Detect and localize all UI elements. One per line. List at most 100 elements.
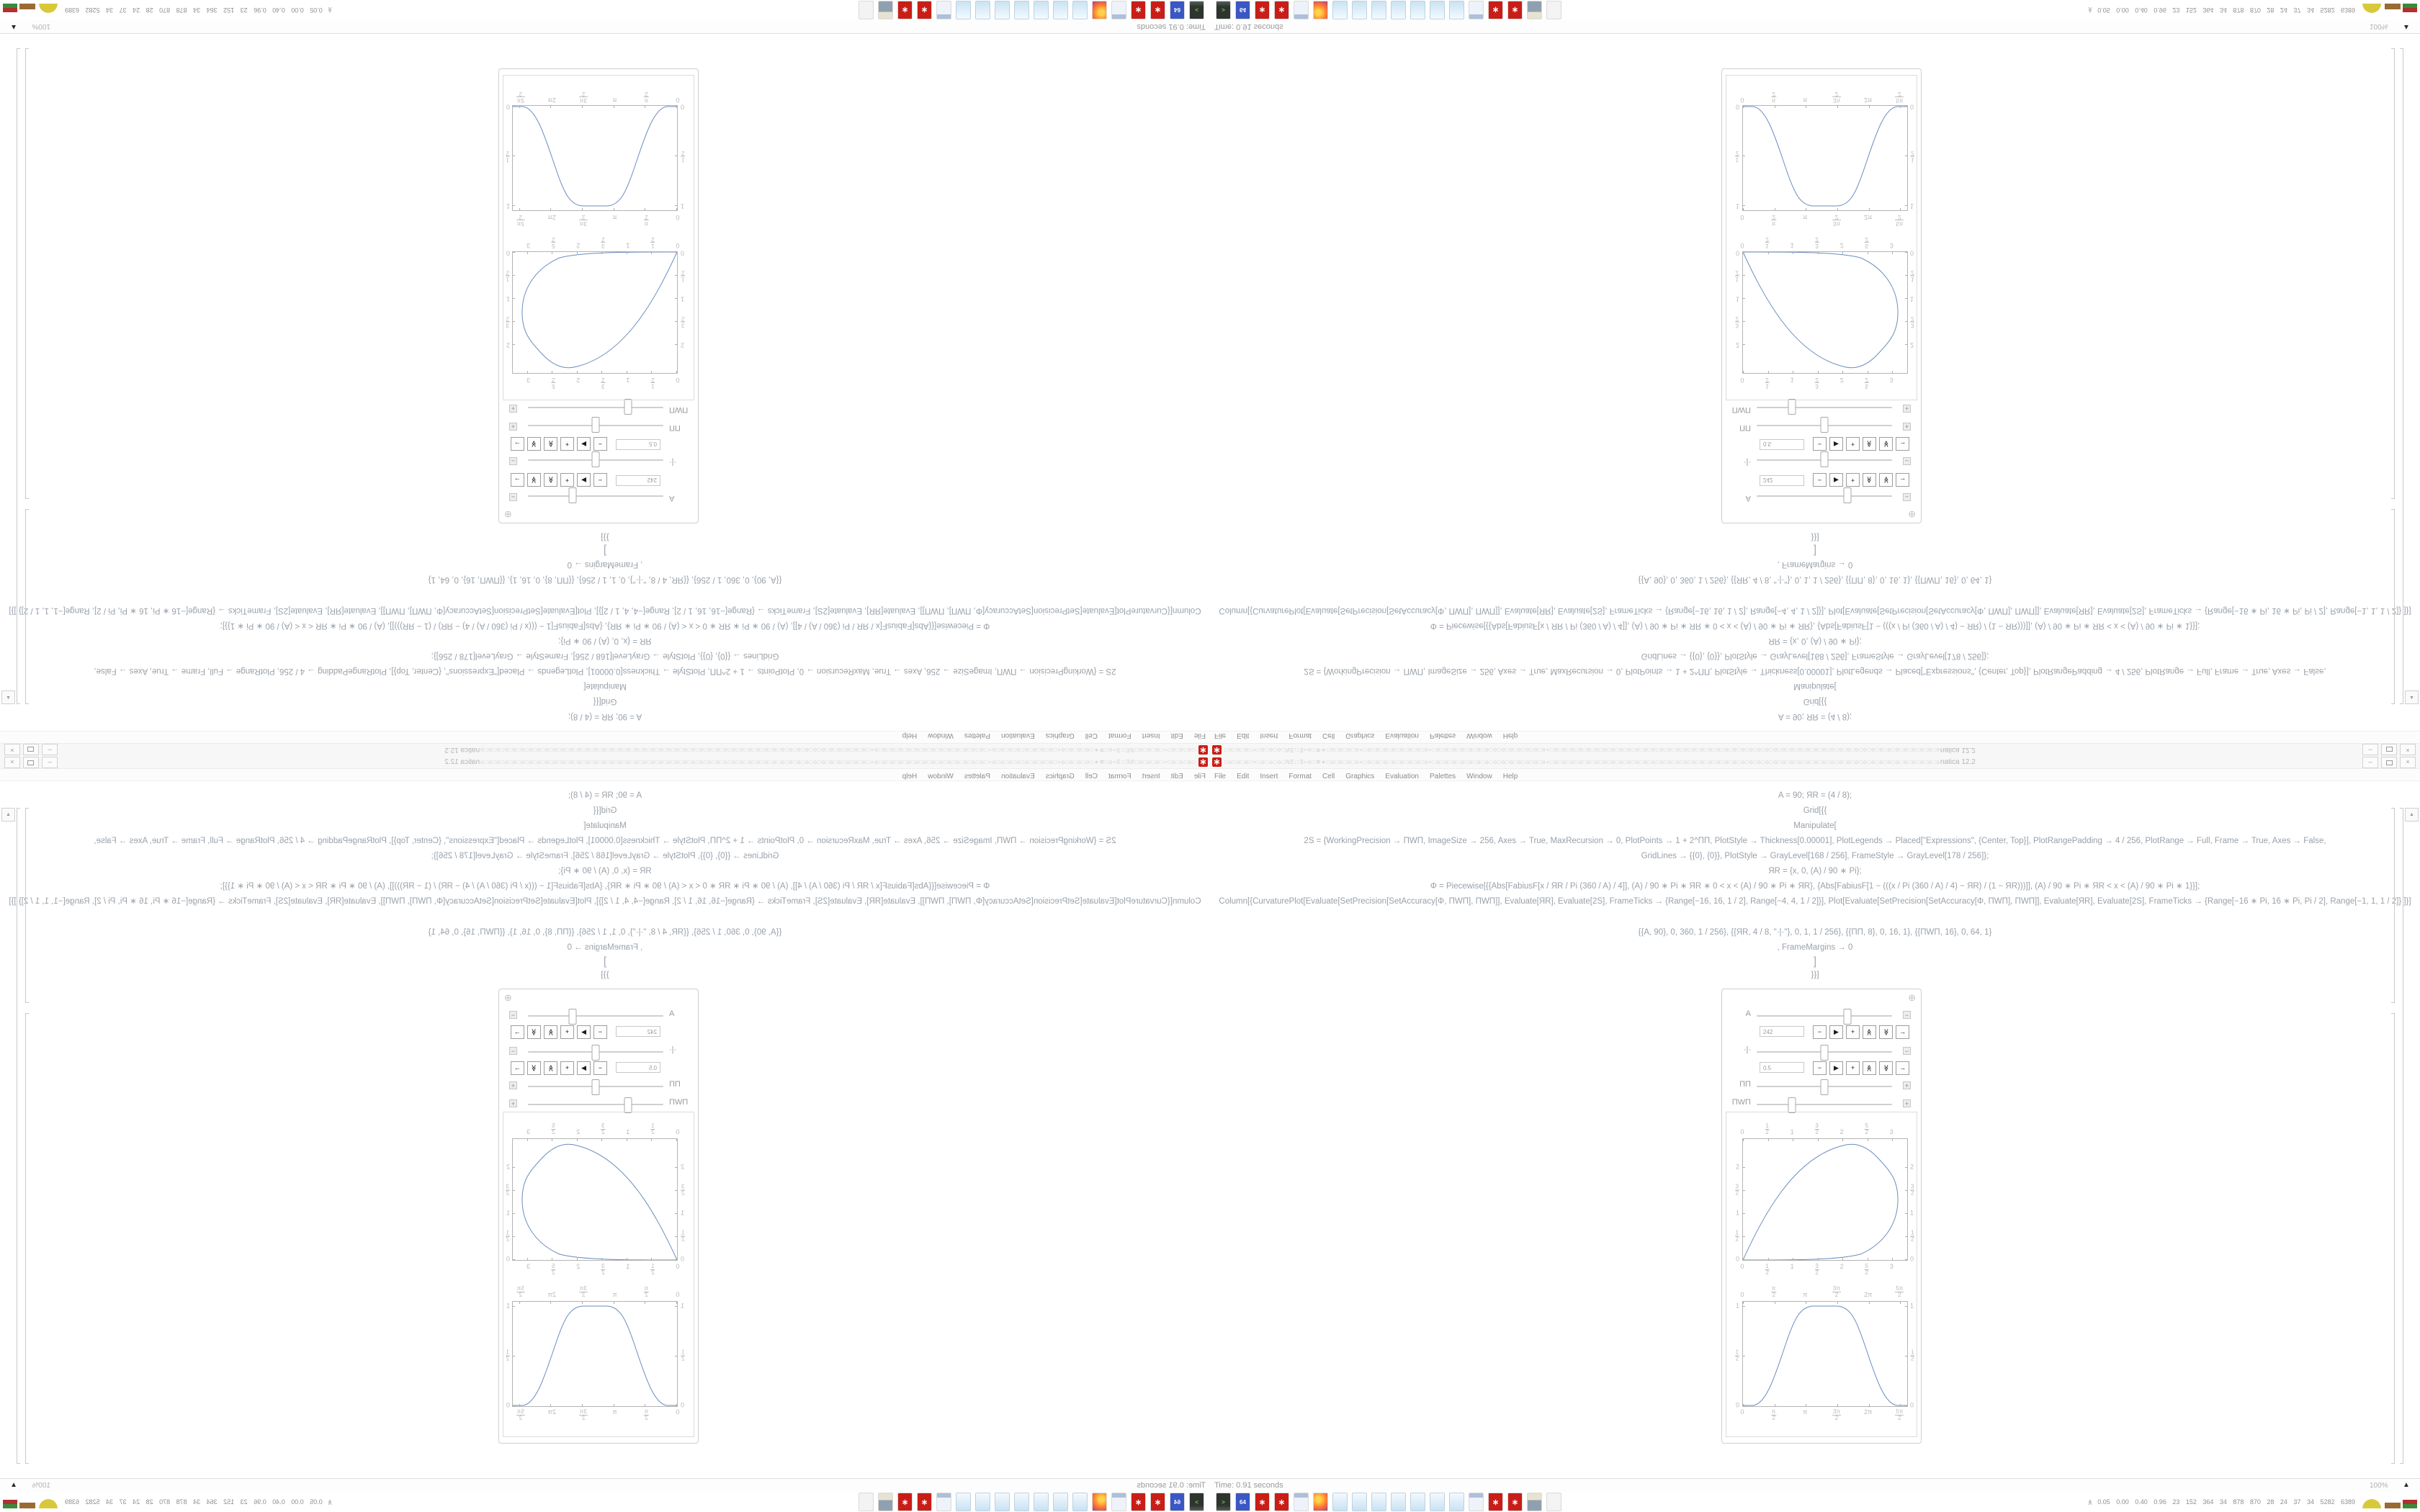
cell-group-bracket[interactable] <box>17 48 20 704</box>
zoom-level[interactable]: 100% <box>2370 1482 2388 1490</box>
input-cell-bracket[interactable] <box>25 509 29 704</box>
code-line[interactable]: }}] <box>1811 533 1819 543</box>
slider-thumb[interactable] <box>591 417 600 433</box>
window-titlebar[interactable]: ∗ □ο□ο□ο□=□ο□ο□ο□ΝΕ□∃=ο□Φ∗□ο□ο□ο□ο=□ο□ο□… <box>0 756 1210 769</box>
maximize-button[interactable] <box>2381 744 2397 756</box>
code-line[interactable]: ] <box>1813 955 1817 968</box>
code-line[interactable]: Φ = Piecewise[{{Abs[FabiusF[x / ЯR / Pi … <box>220 621 990 630</box>
window-titlebar[interactable]: ∗ □ο□ο□ο□=□ο□ο□ο□ΝΕ□∃=ο□Φ∗□ο□ο□ο□ο=□ο□ο□… <box>1210 756 2420 769</box>
code-line[interactable]: }}] <box>601 969 609 979</box>
menu-edit[interactable]: Edit <box>1170 732 1183 739</box>
output-cell-bracket[interactable] <box>2391 1013 2395 1464</box>
step-up-button[interactable]: + <box>560 1025 574 1039</box>
code-line[interactable]: GridLines → {{0}, {0}}, PlotStyle → Gray… <box>431 852 779 860</box>
slider-thumb[interactable] <box>568 1009 577 1025</box>
search-icon[interactable] <box>1546 1493 1561 1511</box>
collapse-toggle[interactable]: − <box>509 1011 517 1019</box>
direction-button[interactable]: → <box>1896 1025 1909 1039</box>
cell-group-bracket[interactable] <box>2400 48 2403 704</box>
direction-button[interactable]: → <box>1896 1061 1909 1075</box>
notepad-icon[interactable] <box>995 1 1010 19</box>
slider-track[interactable] <box>1757 399 1892 415</box>
notepad-icon[interactable] <box>1053 1 1068 19</box>
slider-track[interactable] <box>1757 451 1892 467</box>
wolfram-icon[interactable]: ∗ <box>1255 1493 1270 1511</box>
code-line[interactable]: 2S = {WorkingPrecision → ΠWΠ, ImageSize … <box>1304 837 2326 845</box>
slider-track[interactable] <box>1757 1079 1892 1095</box>
chevron-up-icon[interactable]: ≫ <box>2087 1498 2094 1506</box>
search-icon[interactable] <box>859 1493 874 1511</box>
expand-toggle[interactable]: + <box>1903 405 1911 413</box>
notepad-icon[interactable] <box>1053 1493 1068 1511</box>
printer-icon[interactable] <box>878 1493 893 1511</box>
chevron-up-icon[interactable]: ≫ <box>2087 6 2094 14</box>
menu-insert[interactable]: Insert <box>1260 773 1278 780</box>
zoom-level[interactable]: 100% <box>2370 22 2388 30</box>
step-down-button[interactable]: − <box>1813 1061 1827 1075</box>
play-button[interactable]: ▶ <box>1829 1061 1843 1075</box>
faster-button[interactable]: ≫ <box>1863 437 1876 451</box>
expand-toggle[interactable]: + <box>1903 423 1911 431</box>
step-up-button[interactable]: + <box>1846 1025 1860 1039</box>
notepad-icon[interactable] <box>1332 1 1348 19</box>
menu-window[interactable]: Window <box>1466 773 1492 780</box>
minimize-button[interactable]: – <box>2362 744 2378 756</box>
cell-group-bracket[interactable] <box>2400 808 2403 1464</box>
calculator-icon[interactable] <box>1469 1 1484 19</box>
notepad-icon[interactable] <box>1449 1493 1464 1511</box>
notepad-icon[interactable] <box>995 1493 1010 1511</box>
window-titlebar[interactable]: ∗ □ο□ο□ο□=□ο□ο□ο□ΝΕ□∃=ο□Φ∗□ο□ο□ο□ο=□ο□ο□… <box>0 743 1210 756</box>
wolfram-icon[interactable]: ∗ <box>1131 1493 1146 1511</box>
terminal-icon[interactable]: > <box>1216 1493 1231 1511</box>
menu-file[interactable]: File <box>1214 773 1227 780</box>
slider-track[interactable] <box>528 1097 663 1113</box>
resize-triangle-icon[interactable]: ▲ <box>2403 1481 2410 1489</box>
menu-help[interactable]: Help <box>902 732 918 739</box>
resize-triangle-icon[interactable]: ▲ <box>10 23 17 31</box>
firefox-icon[interactable] <box>1313 1 1328 19</box>
code-line[interactable]: 2S = {WorkingPrecision → ΠWΠ, ImageSize … <box>1304 667 2326 675</box>
code-line[interactable]: ] <box>1813 544 1817 557</box>
minimize-button[interactable]: – <box>42 756 58 768</box>
expand-toggle[interactable]: + <box>509 1099 517 1107</box>
input-cell-bracket[interactable] <box>25 808 29 1003</box>
search-icon[interactable] <box>1546 1 1561 19</box>
printer-icon[interactable] <box>1527 1493 1542 1511</box>
menu-file[interactable]: File <box>1214 732 1227 739</box>
resize-triangle-icon[interactable]: ▲ <box>2403 23 2410 31</box>
step-up-button[interactable]: + <box>1846 1061 1860 1075</box>
expand-toggle[interactable]: + <box>1903 1099 1911 1107</box>
notepad-icon[interactable] <box>1410 1493 1425 1511</box>
wolfram-icon[interactable]: ∗ <box>1131 1 1146 19</box>
calculator-icon[interactable] <box>936 1493 951 1511</box>
firefox-icon[interactable] <box>1313 1493 1328 1511</box>
menu-help[interactable]: Help <box>1502 773 1518 780</box>
slider-thumb[interactable] <box>624 1097 632 1113</box>
menu-edit[interactable]: Edit <box>1237 773 1250 780</box>
wolfram-icon[interactable]: ∗ <box>1150 1493 1165 1511</box>
resize-triangle-icon[interactable]: ▲ <box>10 1481 17 1489</box>
terminal-icon[interactable]: > <box>1189 1493 1204 1511</box>
code-cell[interactable]: A = 90; ЯR = (4 / 8); Grid[{{Manipulate[2… <box>1210 781 2420 980</box>
value-field[interactable]: 242 <box>1760 475 1804 486</box>
value-field[interactable]: 0.5 <box>1760 439 1804 450</box>
menu-evaluation[interactable]: Evaluation <box>1385 732 1419 739</box>
notepad-icon[interactable] <box>1430 1493 1445 1511</box>
menu-format[interactable]: Format <box>1289 773 1312 780</box>
code-line[interactable]: Grid[{{ <box>593 697 617 706</box>
slower-button[interactable]: ≫ <box>1879 473 1893 487</box>
manipulate-options-icon[interactable]: ⊕ <box>504 509 512 520</box>
direction-button[interactable]: → <box>1896 437 1909 451</box>
calculator-icon[interactable] <box>1111 1 1126 19</box>
step-up-button[interactable]: + <box>560 1061 574 1075</box>
collapse-toggle[interactable]: − <box>1903 1011 1911 1019</box>
chevron-up-icon[interactable]: ≫ <box>326 6 333 14</box>
code-line[interactable]: Column[{CurvaturePlot[Evaluate[SetPrecis… <box>9 897 1201 906</box>
step-down-button[interactable]: − <box>593 1061 607 1075</box>
notepad-icon[interactable] <box>1034 1493 1049 1511</box>
code-line[interactable]: ЯR = {x, 0, (A) / 90 ∗ Pi}; <box>1768 636 1862 645</box>
slider-track[interactable] <box>1757 487 1892 503</box>
menu-palettes[interactable]: Palettes <box>1430 773 1456 780</box>
notepad-icon[interactable] <box>1391 1493 1406 1511</box>
collapse-toggle[interactable]: − <box>509 493 517 501</box>
